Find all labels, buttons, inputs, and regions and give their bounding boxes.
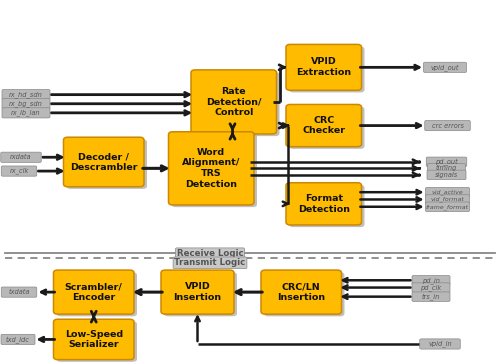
Text: Transmit Logic: Transmit Logic <box>174 258 246 267</box>
Text: Scrambler/
Encoder: Scrambler/ Encoder <box>65 282 122 302</box>
FancyBboxPatch shape <box>64 137 144 187</box>
Text: VPID
Insertion: VPID Insertion <box>174 282 222 302</box>
Text: rx_bg_sdn: rx_bg_sdn <box>9 100 43 107</box>
Text: CRC
Checker: CRC Checker <box>302 116 345 135</box>
FancyBboxPatch shape <box>289 107 364 149</box>
FancyBboxPatch shape <box>194 72 280 136</box>
FancyBboxPatch shape <box>426 202 470 211</box>
Text: frame_format: frame_format <box>426 204 469 210</box>
Text: Receive Logic: Receive Logic <box>176 249 244 258</box>
Text: rx_hd_sdn: rx_hd_sdn <box>9 91 43 98</box>
FancyBboxPatch shape <box>1 334 35 344</box>
FancyBboxPatch shape <box>426 187 470 197</box>
FancyBboxPatch shape <box>412 283 450 292</box>
FancyBboxPatch shape <box>420 339 460 349</box>
Text: timing: timing <box>436 165 457 171</box>
FancyBboxPatch shape <box>427 170 466 180</box>
FancyBboxPatch shape <box>426 195 470 204</box>
Text: pd_out: pd_out <box>435 158 458 165</box>
FancyBboxPatch shape <box>286 104 362 147</box>
Text: rxdata: rxdata <box>10 154 32 160</box>
FancyBboxPatch shape <box>1 287 37 297</box>
FancyBboxPatch shape <box>425 120 470 131</box>
Text: Word
Alignment/
TRS
Detection: Word Alignment/ TRS Detection <box>182 148 240 189</box>
FancyBboxPatch shape <box>164 272 237 316</box>
Text: pd_in: pd_in <box>422 277 440 284</box>
FancyBboxPatch shape <box>191 70 276 134</box>
FancyBboxPatch shape <box>426 157 467 166</box>
Text: rx_clk: rx_clk <box>10 168 29 174</box>
FancyBboxPatch shape <box>56 272 137 316</box>
Text: VPID
Extraction: VPID Extraction <box>296 58 352 77</box>
Text: vpid_in: vpid_in <box>428 341 452 347</box>
FancyBboxPatch shape <box>286 44 362 90</box>
FancyBboxPatch shape <box>412 292 450 301</box>
Text: pd_clk: pd_clk <box>420 284 442 291</box>
FancyBboxPatch shape <box>54 319 134 360</box>
Text: trs_in: trs_in <box>422 293 440 300</box>
FancyBboxPatch shape <box>1 152 41 162</box>
Text: vid_active: vid_active <box>432 189 464 195</box>
FancyBboxPatch shape <box>428 163 466 173</box>
FancyBboxPatch shape <box>2 90 50 100</box>
FancyBboxPatch shape <box>54 270 134 314</box>
FancyBboxPatch shape <box>424 62 467 72</box>
Text: signals: signals <box>435 172 458 178</box>
Text: CRC/LN
Insertion: CRC/LN Insertion <box>277 282 326 302</box>
Text: crc errors: crc errors <box>432 123 464 128</box>
Text: Low-Speed
Serializer: Low-Speed Serializer <box>64 329 123 349</box>
Text: Decoder /
Descrambler: Decoder / Descrambler <box>70 152 138 172</box>
Text: rx_lb_lan: rx_lb_lan <box>11 110 41 116</box>
Text: Format
Detection: Format Detection <box>298 194 350 214</box>
FancyBboxPatch shape <box>289 185 364 227</box>
FancyBboxPatch shape <box>261 270 342 314</box>
FancyBboxPatch shape <box>264 272 344 316</box>
FancyBboxPatch shape <box>286 183 362 225</box>
FancyBboxPatch shape <box>172 134 257 207</box>
FancyBboxPatch shape <box>412 276 450 285</box>
Text: vpid_out: vpid_out <box>431 64 459 71</box>
FancyBboxPatch shape <box>289 47 364 92</box>
FancyBboxPatch shape <box>2 108 50 118</box>
FancyBboxPatch shape <box>56 321 137 362</box>
FancyBboxPatch shape <box>66 139 147 189</box>
FancyBboxPatch shape <box>161 270 234 314</box>
Text: txd_ldc: txd_ldc <box>6 336 30 343</box>
FancyBboxPatch shape <box>168 132 254 205</box>
Text: txdata: txdata <box>8 289 29 295</box>
Text: vid_format: vid_format <box>430 197 464 202</box>
FancyBboxPatch shape <box>2 99 50 109</box>
FancyBboxPatch shape <box>1 166 37 176</box>
Text: Rate
Detection/
Control: Rate Detection/ Control <box>206 87 262 117</box>
